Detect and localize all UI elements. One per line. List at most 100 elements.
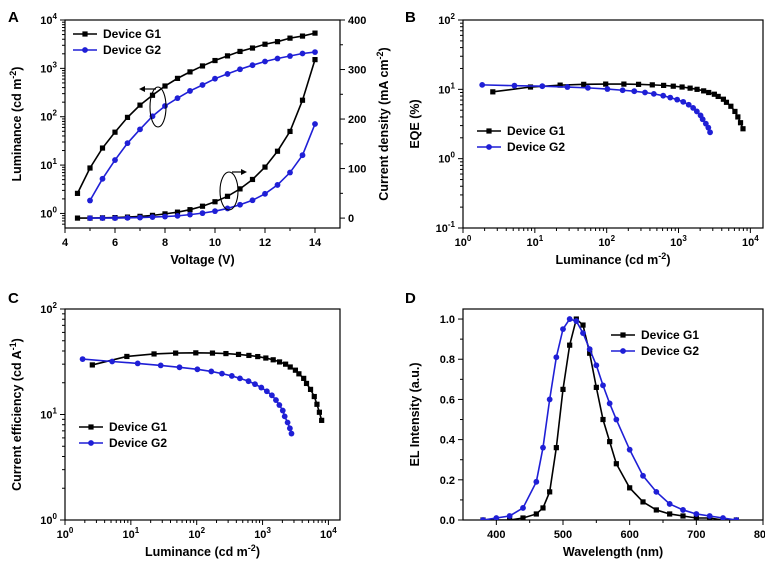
data-point <box>307 386 314 392</box>
data-point <box>199 63 206 69</box>
data-point <box>640 499 646 505</box>
data-point <box>707 129 713 136</box>
legend-marker <box>486 144 492 150</box>
data-point <box>173 350 179 356</box>
data-point <box>284 419 291 426</box>
data-point <box>249 197 256 204</box>
data-point <box>258 384 265 391</box>
data-point <box>137 102 143 108</box>
data-point <box>705 124 712 131</box>
data-point <box>649 82 655 88</box>
data-point <box>600 382 606 389</box>
data-point <box>642 89 648 96</box>
series-g2 <box>79 356 295 437</box>
data-point <box>732 108 738 115</box>
data-point <box>212 208 218 215</box>
x-tick-label: 103 <box>254 526 271 541</box>
y2-tick-label: 100 <box>348 164 366 176</box>
data-point <box>613 461 619 467</box>
data-point <box>287 364 293 370</box>
data-point <box>314 401 320 407</box>
data-point <box>607 439 613 445</box>
data-point <box>79 356 86 363</box>
data-point <box>74 190 81 196</box>
data-point <box>573 318 580 324</box>
data-point <box>580 330 586 337</box>
series-g1 <box>490 81 746 132</box>
data-point <box>199 82 206 88</box>
data-point <box>711 91 717 97</box>
data-point <box>701 88 707 94</box>
data-point <box>667 511 673 517</box>
data-point <box>737 120 744 126</box>
y-axis-title: Luminance (cd m-2) <box>8 67 24 182</box>
data-point <box>593 384 599 390</box>
data-point <box>581 81 587 87</box>
data-point <box>560 326 566 332</box>
legend: Device G1 Device G2 <box>79 420 167 450</box>
data-point <box>134 360 141 367</box>
data-point <box>224 193 231 199</box>
data-point <box>547 489 553 495</box>
data-point <box>667 94 674 101</box>
x-tick-label: 800 <box>754 529 765 541</box>
data-point <box>262 58 268 65</box>
right-arrow-head <box>241 169 247 175</box>
data-point <box>613 416 620 423</box>
data-point <box>631 88 638 95</box>
series-g2 <box>479 81 713 136</box>
series-g1 <box>89 350 325 423</box>
y2-tick-label: 400 <box>348 15 366 27</box>
data-point <box>99 175 106 182</box>
data-point <box>274 55 281 62</box>
data-point <box>690 104 697 111</box>
y-tick-label: 103 <box>40 60 57 75</box>
data-point <box>174 209 181 215</box>
data-point <box>235 351 242 358</box>
data-point <box>680 98 687 105</box>
data-point <box>296 371 302 377</box>
y-tick-label: 101 <box>40 157 57 172</box>
data-point <box>539 83 546 90</box>
data-point <box>263 355 269 361</box>
data-point <box>694 86 700 92</box>
y-tick-label: 10-1 <box>436 220 456 235</box>
data-point <box>162 213 168 220</box>
data-point <box>587 350 593 356</box>
data-point <box>728 103 734 109</box>
data-point <box>255 353 261 360</box>
series-g1-current <box>74 57 318 221</box>
data-point <box>660 92 667 99</box>
data-point <box>237 375 243 382</box>
data-point <box>316 409 323 415</box>
legend: Device G1 Device G2 <box>477 124 565 154</box>
legend-marker <box>88 424 94 430</box>
x-tick-label: 100 <box>57 526 74 541</box>
data-point <box>604 86 611 92</box>
data-point <box>187 211 193 218</box>
legend-marker <box>82 31 88 37</box>
data-point <box>263 388 270 395</box>
data-point <box>560 386 566 392</box>
data-point <box>479 81 486 88</box>
data-point <box>193 350 199 356</box>
data-point <box>693 511 700 517</box>
data-point <box>715 93 721 100</box>
data-point <box>635 81 642 87</box>
data-point <box>546 396 553 403</box>
x-tick-label: 600 <box>620 529 638 541</box>
data-point <box>187 69 193 75</box>
data-point <box>679 84 685 90</box>
data-point <box>720 96 726 102</box>
y-tick-label: 1.0 <box>440 314 455 326</box>
data-point <box>208 368 215 375</box>
data-point <box>87 165 93 171</box>
x-axis-title: Voltage (V) <box>170 253 234 267</box>
data-point <box>533 478 540 485</box>
y-tick-label: 0.8 <box>440 354 455 366</box>
data-point <box>567 342 573 348</box>
data-point <box>249 176 256 183</box>
data-point <box>603 81 609 87</box>
x-axis-title: Luminance (cd m-2) <box>145 543 260 559</box>
y-tick-label: 101 <box>40 407 57 422</box>
